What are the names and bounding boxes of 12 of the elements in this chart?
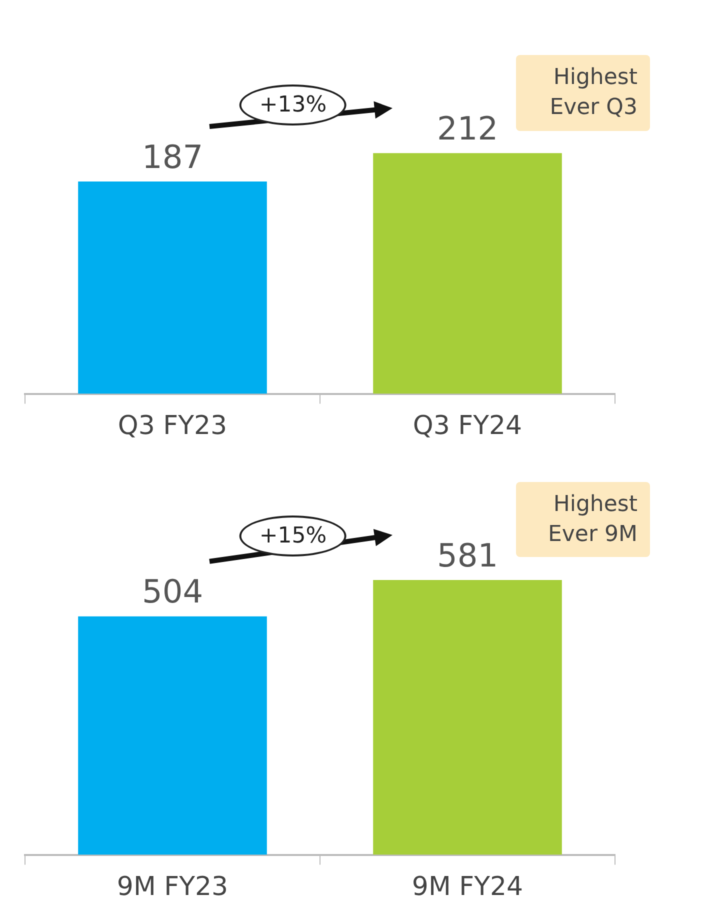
x-tick-label: Q3 FY23 — [118, 411, 228, 442]
x-tick-label: 9M FY24 — [412, 872, 524, 902]
x-tick-label: 9M FY23 — [116, 872, 228, 902]
data-label: 187 — [142, 138, 204, 176]
text: Highest Ever 9M — [516, 482, 650, 558]
x-tick-label: Q3 FY24 — [412, 411, 522, 442]
data-label: 504 — [142, 572, 204, 611]
data-label: 212 — [436, 109, 498, 148]
data-label: 581 — [436, 536, 498, 574]
text: +15% — [239, 516, 347, 557]
text: Highest Ever Q3 — [516, 55, 650, 130]
text: +13% — [239, 84, 347, 126]
